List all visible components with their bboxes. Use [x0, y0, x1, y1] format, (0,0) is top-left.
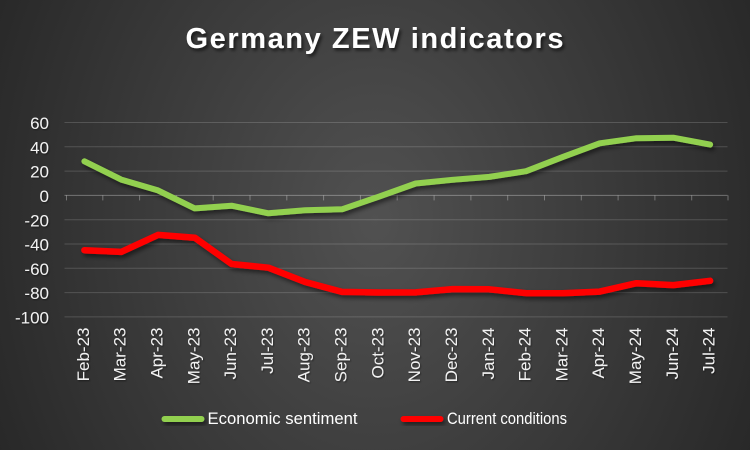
svg-text:Jan-24: Jan-24 — [479, 328, 498, 380]
svg-text:40: 40 — [30, 138, 49, 157]
svg-text:Jul-24: Jul-24 — [700, 328, 719, 374]
svg-text:Dec-23: Dec-23 — [442, 328, 461, 383]
svg-text:20: 20 — [30, 163, 49, 182]
svg-text:Current conditions: Current conditions — [447, 410, 567, 428]
svg-text:Feb-23: Feb-23 — [74, 328, 93, 382]
svg-text:Feb-24: Feb-24 — [516, 328, 535, 382]
svg-text:Economic sentiment: Economic sentiment — [208, 410, 358, 428]
svg-text:-20: -20 — [24, 211, 49, 230]
svg-text:Germany ZEW indicators: Germany ZEW indicators — [186, 23, 564, 55]
svg-text:Jun-23: Jun-23 — [221, 328, 240, 380]
svg-text:May-24: May-24 — [626, 328, 645, 385]
svg-text:-100: -100 — [15, 309, 49, 328]
svg-text:Apr-24: Apr-24 — [589, 328, 608, 379]
svg-text:Mar-24: Mar-24 — [552, 328, 571, 382]
svg-text:Sep-23: Sep-23 — [332, 328, 351, 383]
svg-text:May-23: May-23 — [184, 328, 203, 385]
svg-text:-80: -80 — [24, 284, 49, 303]
svg-text:60: 60 — [30, 114, 49, 133]
svg-text:Nov-23: Nov-23 — [405, 328, 424, 383]
svg-text:Jun-24: Jun-24 — [663, 328, 682, 380]
svg-text:Oct-23: Oct-23 — [368, 328, 387, 379]
svg-text:Aug-23: Aug-23 — [295, 328, 314, 383]
svg-text:Jul-23: Jul-23 — [258, 328, 277, 374]
svg-text:-60: -60 — [24, 260, 49, 279]
svg-text:-40: -40 — [24, 236, 49, 255]
svg-text:Mar-23: Mar-23 — [111, 328, 130, 382]
svg-text:0: 0 — [40, 187, 49, 206]
svg-text:Apr-23: Apr-23 — [148, 328, 167, 379]
